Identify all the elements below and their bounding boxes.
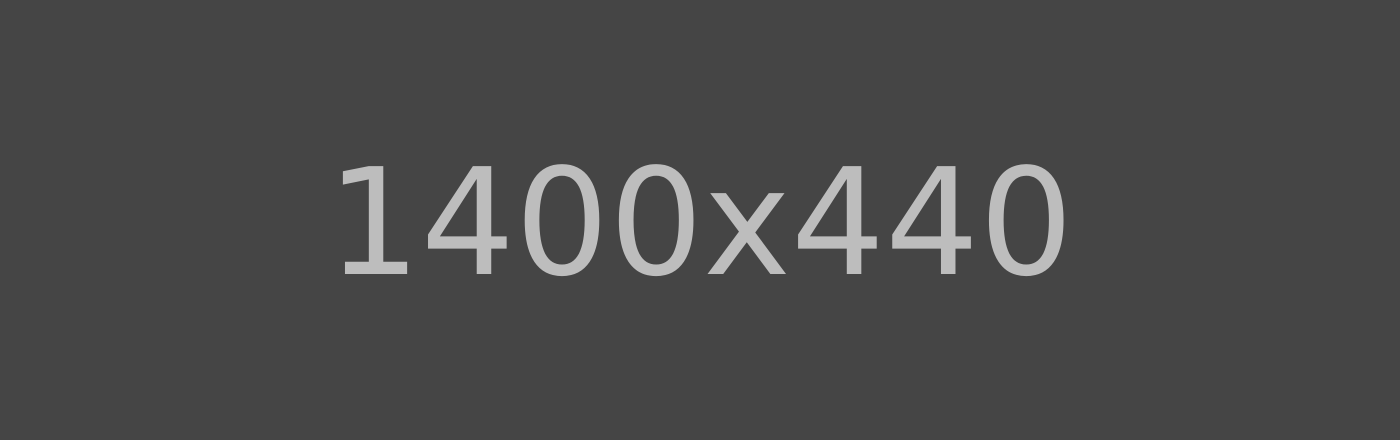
placeholder-dimensions-label: 1400x440 [326, 137, 1074, 309]
